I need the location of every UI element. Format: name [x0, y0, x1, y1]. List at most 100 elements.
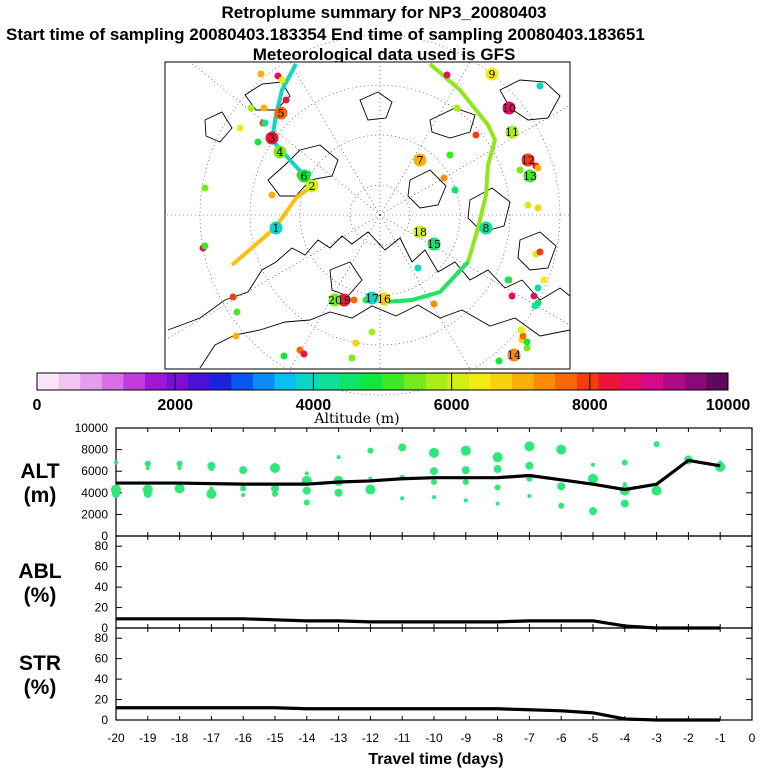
map-cluster-marker	[368, 328, 376, 336]
colorbar-cell	[404, 373, 427, 390]
plume-trajectories	[230, 62, 498, 304]
map-day-label: 2	[309, 180, 316, 193]
x-tick-label: -19	[139, 731, 157, 745]
x-tick-label: -9	[460, 731, 471, 745]
map-cluster-marker	[495, 357, 503, 365]
colorbar-cell	[641, 373, 664, 390]
colorbar-frame	[36, 372, 729, 391]
colorbar-cell	[425, 373, 448, 390]
x-tick-label: -20	[107, 731, 125, 745]
map-day-label: 12	[521, 154, 535, 167]
panel-frame	[115, 535, 753, 629]
map-cluster-marker	[350, 296, 358, 304]
colorbar-cell	[620, 373, 643, 390]
colorbar-cell	[512, 373, 535, 390]
map-cluster-marker	[297, 169, 311, 183]
map-cluster-marker	[280, 352, 288, 360]
map-cluster-marker	[530, 292, 538, 300]
colorbar-cell	[663, 373, 686, 390]
panel-alt: 10000 8000 6000 4000 2000 0 ALT (m)	[20, 421, 753, 543]
alt-scatter-point	[622, 482, 627, 487]
alt-scatter-point	[400, 496, 405, 501]
x-tick-label: -16	[235, 731, 253, 745]
y-tick-label: 80	[95, 539, 109, 553]
x-tick-label: -5	[588, 731, 599, 745]
y-tick-label: 40	[95, 672, 109, 686]
map-day-label: 7	[417, 154, 424, 167]
colorbar-cell	[576, 373, 599, 390]
alt-scatter-point	[239, 466, 248, 475]
alt-scatter-point	[494, 484, 501, 491]
x-tick-label: -11	[394, 731, 411, 745]
alt-scatter-point	[431, 479, 437, 485]
map-cluster-marker	[265, 131, 279, 145]
colorbar-cell	[706, 373, 729, 390]
colorbar-cell	[339, 373, 362, 390]
map-cluster-marker	[479, 221, 493, 235]
trajectory-yellow	[230, 184, 314, 267]
map-cluster-marker	[521, 153, 535, 167]
colorbar-cell	[231, 373, 254, 390]
y-axis-label: ABL (%)	[18, 560, 61, 607]
y-tick-label: 2000	[81, 507, 108, 521]
colorbar-cell	[144, 373, 168, 390]
map-frame	[164, 61, 571, 370]
colorbar-cell	[188, 373, 211, 390]
colorbar-cell	[252, 373, 276, 390]
colorbar-tick-label: 8000	[572, 397, 608, 414]
alt-scatter-point	[492, 452, 503, 463]
trajectory-cyan	[269, 63, 314, 186]
page-title: Retroplume summary for NP3_20080403	[221, 3, 547, 22]
x-tick-label: -8	[492, 731, 503, 745]
map-cluster-marker	[229, 293, 237, 301]
y-axis-label-line: ABL	[18, 560, 61, 583]
x-tick-label: -6	[556, 731, 567, 745]
colorbar-cell	[382, 373, 405, 390]
map-cluster-marker	[268, 191, 276, 199]
x-tick-label: -10	[425, 731, 443, 745]
map-cluster-marker	[508, 292, 516, 300]
alt-scatter-point	[463, 498, 468, 503]
series-line-str	[116, 706, 721, 722]
map-cluster-marker	[446, 151, 454, 159]
map-cluster-marker	[365, 291, 379, 305]
x-tick-label: -12	[362, 731, 380, 745]
map-day-label: 17	[365, 292, 379, 305]
alt-scatter-point	[620, 499, 629, 508]
map-cluster-marker	[413, 225, 427, 239]
map-cluster-marker	[519, 332, 527, 340]
x-tick-label: -14	[298, 731, 316, 745]
colorbar-cell	[80, 373, 103, 390]
altitude-colorbar: 0 2000 4000 6000 8000 10000 Altitude (m)	[33, 372, 750, 427]
map-cluster-marker	[414, 264, 422, 272]
alt-scatter-point	[558, 502, 565, 509]
alt-scatter-point	[272, 490, 278, 497]
y-axis-label-line: (m)	[24, 484, 57, 507]
colorbar-cell	[166, 373, 189, 390]
alt-scatter-point	[206, 488, 217, 499]
x-tick-label: -15	[266, 731, 284, 745]
map-cluster-marker	[305, 179, 319, 193]
alt-scatter-point	[460, 445, 471, 456]
map-cluster-marker	[201, 242, 209, 250]
alt-scatter-point	[588, 473, 598, 484]
map-cluster-marker	[328, 293, 342, 307]
map-cluster-marker	[337, 293, 351, 307]
colorbar-tick-label: 0	[33, 397, 42, 414]
map-cluster-marker	[260, 104, 268, 112]
map-cluster-marker	[440, 174, 448, 182]
alt-scatter-point	[591, 462, 595, 467]
map-day-label: 5	[278, 107, 285, 120]
map-cluster-marker	[518, 326, 526, 334]
colorbar-cell	[123, 373, 146, 390]
y-axis-label-line: (%)	[24, 584, 57, 607]
colorbar-cell	[274, 373, 297, 390]
map-cluster-marker	[201, 184, 209, 192]
y-axis-label-line: (%)	[24, 676, 57, 699]
alt-scatter-point	[241, 492, 246, 497]
map-cluster-marker	[232, 332, 240, 340]
map-day-label: 14	[507, 349, 521, 362]
map-cluster-marker	[352, 339, 360, 347]
map-day-label: 9	[489, 68, 496, 81]
map-cluster-marker	[536, 82, 544, 90]
